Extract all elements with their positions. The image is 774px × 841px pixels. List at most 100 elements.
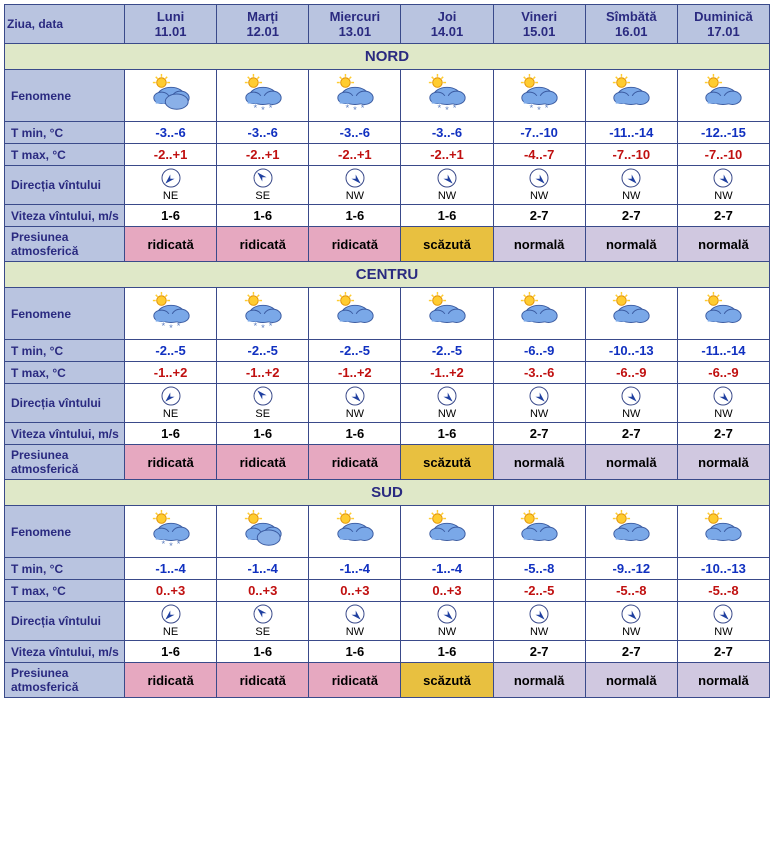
windspeed-value: 1-6 — [217, 205, 309, 227]
weather-icon — [217, 288, 309, 340]
pressure-value: normală — [493, 445, 585, 480]
tmin-row: T min, °C-3..-6-3..-6-3..-6-3..-6-7..-10… — [5, 122, 770, 144]
windspeed-value: 2-7 — [585, 641, 677, 663]
tmax-value: -7..-10 — [677, 144, 769, 166]
weather-icon — [125, 506, 217, 558]
tmax-value: -2..+1 — [125, 144, 217, 166]
winddir-value: NW — [493, 166, 585, 205]
tmin-value: -3..-6 — [217, 122, 309, 144]
winddir-value: SE — [217, 602, 309, 641]
tmax-value: -4..-7 — [493, 144, 585, 166]
pressure-row: Presiunea atmosfericăridicatăridicatărid… — [5, 445, 770, 480]
tmax-value: -7..-10 — [585, 144, 677, 166]
tmax-value: -1..+2 — [125, 362, 217, 384]
tmax-value: -2..+1 — [309, 144, 401, 166]
weather-icon — [493, 506, 585, 558]
phenomena-label: Fenomene — [5, 506, 125, 558]
tmax-value: 0..+3 — [401, 580, 493, 602]
winddir-value: NW — [309, 384, 401, 423]
tmax-row: T max, °C-2..+1-2..+1-2..+1-2..+1-4..-7-… — [5, 144, 770, 166]
windspeed-value: 1-6 — [309, 205, 401, 227]
phenomena-label: Fenomene — [5, 288, 125, 340]
region-name: NORD — [5, 44, 770, 70]
region-row: NORD — [5, 44, 770, 70]
windspeed-value: 2-7 — [585, 205, 677, 227]
day-header: Sîmbătă16.01 — [585, 5, 677, 44]
tmax-value: 0..+3 — [217, 580, 309, 602]
tmax-value: -3..-6 — [493, 362, 585, 384]
tmin-value: -2..-5 — [125, 340, 217, 362]
tmax-value: -2..-5 — [493, 580, 585, 602]
pressure-value: normală — [493, 663, 585, 698]
winddir-row: Direcția vîntuluiNESENWNWNWNWNW — [5, 384, 770, 423]
weather-icon — [401, 288, 493, 340]
winddir-value: NW — [585, 384, 677, 423]
weather-icon — [125, 288, 217, 340]
weather-icon — [585, 506, 677, 558]
tmin-label: T min, °C — [5, 122, 125, 144]
pressure-label: Presiunea atmosferică — [5, 663, 125, 698]
tmax-label: T max, °C — [5, 580, 125, 602]
table-body: Ziua, dataLuni11.01Marți12.01Miercuri13.… — [5, 5, 770, 698]
weather-icon — [309, 506, 401, 558]
tmax-value: 0..+3 — [309, 580, 401, 602]
windspeed-value: 1-6 — [401, 205, 493, 227]
windspeed-label: Viteza vîntului, m/s — [5, 641, 125, 663]
winddir-value: SE — [217, 384, 309, 423]
day-header: Marți12.01 — [217, 5, 309, 44]
windspeed-value: 2-7 — [585, 423, 677, 445]
region-row: SUD — [5, 480, 770, 506]
tmin-value: -1..-4 — [217, 558, 309, 580]
tmin-value: -1..-4 — [401, 558, 493, 580]
pressure-value: ridicată — [217, 663, 309, 698]
weather-icon — [493, 288, 585, 340]
tmax-row: T max, °C0..+30..+30..+30..+3-2..-5-5..-… — [5, 580, 770, 602]
windspeed-value: 2-7 — [493, 641, 585, 663]
day-header: Duminică17.01 — [677, 5, 769, 44]
windspeed-value: 2-7 — [493, 423, 585, 445]
pressure-value: normală — [585, 445, 677, 480]
winddir-value: NE — [125, 384, 217, 423]
tmax-label: T max, °C — [5, 362, 125, 384]
winddir-row: Direcția vîntuluiNESENWNWNWNWNW — [5, 602, 770, 641]
pressure-value: ridicată — [125, 663, 217, 698]
tmin-value: -12..-15 — [677, 122, 769, 144]
tmin-value: -10..-13 — [585, 340, 677, 362]
weather-icon — [493, 70, 585, 122]
pressure-value: scăzută — [401, 227, 493, 262]
weather-icon — [677, 506, 769, 558]
winddir-value: NW — [585, 602, 677, 641]
weather-icon — [125, 70, 217, 122]
pressure-value: normală — [677, 445, 769, 480]
winddir-label: Direcția vîntului — [5, 166, 125, 205]
pressure-value: ridicată — [309, 663, 401, 698]
winddir-value: NW — [309, 602, 401, 641]
winddir-value: SE — [217, 166, 309, 205]
tmax-row: T max, °C-1..+2-1..+2-1..+2-1..+2-3..-6-… — [5, 362, 770, 384]
tmin-value: -2..-5 — [217, 340, 309, 362]
tmin-value: -11..-14 — [677, 340, 769, 362]
pressure-label: Presiunea atmosferică — [5, 227, 125, 262]
tmin-value: -1..-4 — [309, 558, 401, 580]
windspeed-value: 1-6 — [309, 423, 401, 445]
winddir-value: NW — [401, 166, 493, 205]
pressure-value: ridicată — [217, 445, 309, 480]
windspeed-label: Viteza vîntului, m/s — [5, 205, 125, 227]
tmin-row: T min, °C-1..-4-1..-4-1..-4-1..-4-5..-8-… — [5, 558, 770, 580]
winddir-value: NE — [125, 166, 217, 205]
tmax-value: -1..+2 — [309, 362, 401, 384]
region-name: CENTRU — [5, 262, 770, 288]
weather-icon — [217, 70, 309, 122]
windspeed-value: 2-7 — [677, 205, 769, 227]
pressure-value: normală — [585, 227, 677, 262]
windspeed-row: Viteza vîntului, m/s1-61-61-61-62-72-72-… — [5, 205, 770, 227]
pressure-row: Presiunea atmosfericăridicatăridicatărid… — [5, 663, 770, 698]
tmin-label: T min, °C — [5, 340, 125, 362]
phenomena-row: Fenomene — [5, 70, 770, 122]
tmin-value: -9..-12 — [585, 558, 677, 580]
day-header: Joi14.01 — [401, 5, 493, 44]
header-label: Ziua, data — [5, 5, 125, 44]
pressure-value: normală — [493, 227, 585, 262]
windspeed-value: 1-6 — [217, 423, 309, 445]
windspeed-value: 2-7 — [677, 423, 769, 445]
